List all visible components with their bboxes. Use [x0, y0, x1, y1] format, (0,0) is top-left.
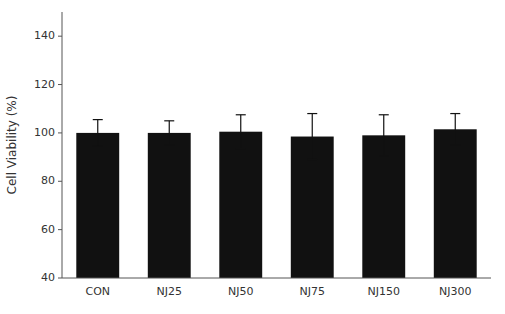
- x-tick-label: NJ50: [228, 285, 253, 298]
- chart: 40 60 80 100 120 140 CON NJ25 NJ50 NJ75 NJ150 NJ300…: [0, 0, 505, 314]
- y-tick: [58, 278, 62, 279]
- error-bar: [164, 121, 174, 145]
- x-axis: CON NJ25 NJ50 NJ75 NJ150 NJ300: [85, 285, 471, 298]
- y-tick: [58, 36, 62, 37]
- y-tick-label: 120: [34, 78, 55, 91]
- bars: [76, 114, 476, 278]
- x-tick-label: NJ25: [157, 285, 182, 298]
- bar: [148, 133, 191, 278]
- chart-container: 40 60 80 100 120 140 CON NJ25 NJ50 NJ75 NJ150 NJ300…: [0, 0, 505, 314]
- y-tick-label: 140: [34, 29, 55, 42]
- y-tick: [58, 229, 62, 230]
- x-tick-label: CON: [85, 285, 110, 298]
- x-tick-label: NJ300: [439, 285, 471, 298]
- bar: [434, 129, 477, 278]
- y-tick-label: 80: [41, 174, 55, 187]
- y-tick-label: 40: [41, 271, 55, 284]
- y-tick: [58, 181, 62, 182]
- y-tick: [58, 84, 62, 85]
- error-bar: [450, 114, 460, 145]
- error-bar: [236, 115, 246, 149]
- y-tick-label: 60: [41, 223, 55, 236]
- x-tick-label: NJ75: [300, 285, 325, 298]
- x-tick-label: NJ150: [368, 285, 400, 298]
- error-bar: [93, 120, 103, 147]
- bar: [362, 135, 405, 278]
- error-bar: [379, 115, 389, 156]
- y-tick-label: 100: [34, 126, 55, 139]
- y-axis-label: Cell Viability (%): [5, 96, 19, 195]
- y-axis: 40 60 80 100 120 140: [34, 29, 62, 284]
- bar: [219, 132, 262, 278]
- error-bar: [307, 114, 317, 160]
- x-axis-line: [62, 278, 491, 279]
- bar: [76, 133, 119, 278]
- y-tick: [58, 132, 62, 133]
- y-axis-line: [62, 12, 63, 278]
